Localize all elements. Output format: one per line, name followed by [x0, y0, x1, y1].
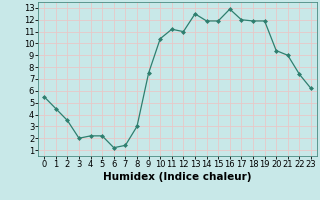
- X-axis label: Humidex (Indice chaleur): Humidex (Indice chaleur): [103, 172, 252, 182]
